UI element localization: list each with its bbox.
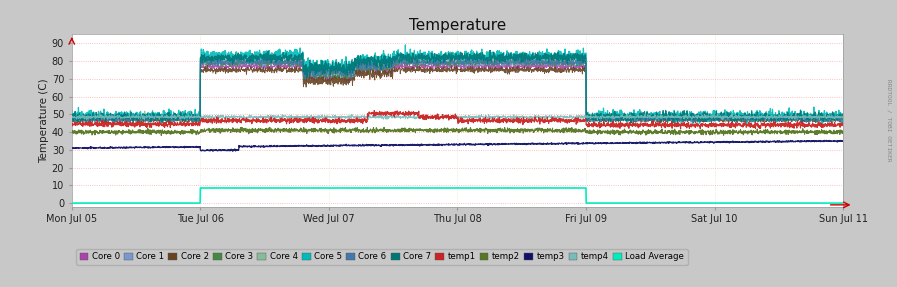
Title: Temperature: Temperature — [409, 18, 506, 33]
Y-axis label: Temperature (C): Temperature (C) — [39, 78, 49, 163]
Legend: Core 0, Core 1, Core 2, Core 3, Core 4, Core 5, Core 6, Core 7, temp1, temp2, te: Core 0, Core 1, Core 2, Core 3, Core 4, … — [76, 249, 688, 265]
Text: RRDTOOL / TOBI OETIKER: RRDTOOL / TOBI OETIKER — [886, 79, 892, 162]
